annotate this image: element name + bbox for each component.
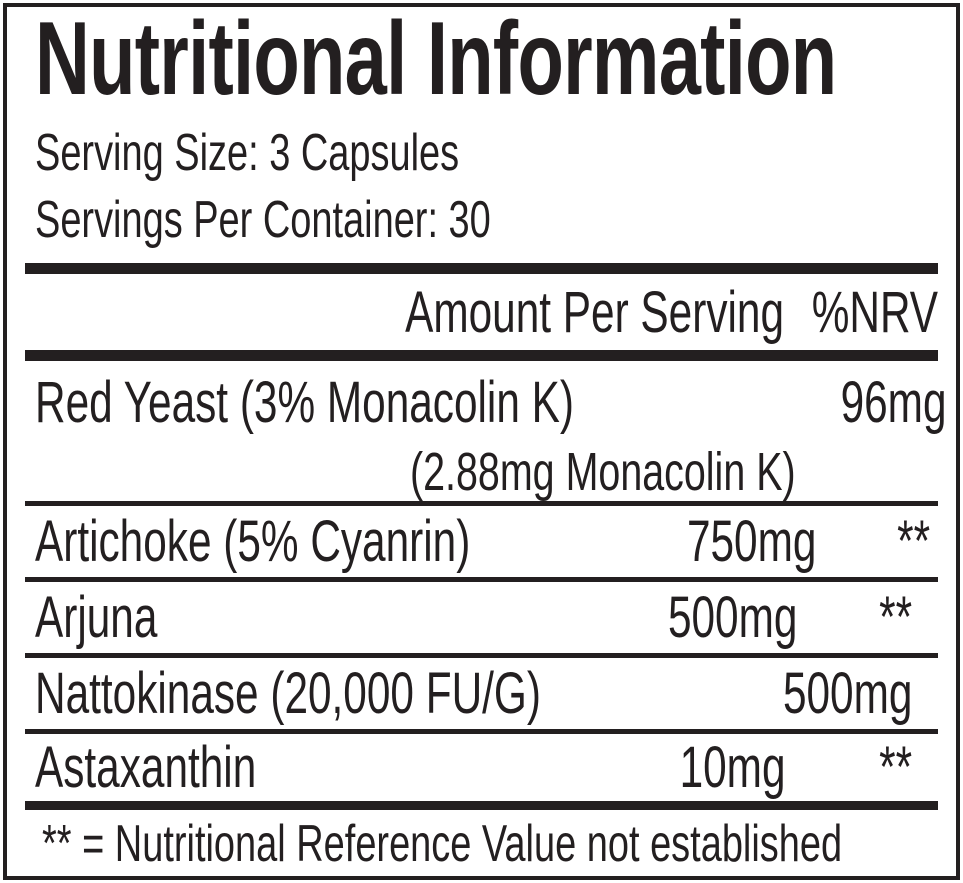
ingredient-row-red-yeast: Red Yeast (3% Monacolin K) 96mg **	[25, 361, 946, 443]
column-header-row: Amount Per Serving %NRV	[25, 274, 938, 350]
ingredient-amount: 500mg	[783, 661, 913, 726]
divider-bar-footer	[25, 801, 938, 810]
footnote-text: ** = Nutritional Reference Value not est…	[42, 815, 843, 873]
column-headers: Amount Per Serving %NRV	[405, 279, 938, 346]
ingredient-amount: 500mg	[668, 585, 798, 650]
ingredient-subnote: (2.88mg Monacolin K)	[410, 442, 796, 502]
table-row: Nattokinase (20,000 FU/G) 500mg **	[25, 658, 938, 734]
divider-bar-header-bottom	[25, 350, 938, 361]
table-row: Arjuna 500mg **	[25, 582, 938, 658]
table-row: Red Yeast (3% Monacolin K) 96mg ** (2.88…	[25, 361, 946, 506]
ingredient-amount: 10mg	[680, 735, 786, 800]
ingredient-nrv: **	[897, 509, 931, 574]
ingredient-name: Nattokinase (20,000 FU/G)	[35, 661, 541, 726]
label-header: Nutritional Information Serving Size: 3 …	[25, 7, 938, 246]
ingredient-row-nattokinase: Nattokinase (20,000 FU/G) 500mg **	[25, 658, 938, 729]
table-row: Astaxanthin 10mg **	[25, 734, 938, 801]
ingredient-name: Astaxanthin	[35, 735, 257, 800]
ingredient-amount: 96mg	[840, 369, 947, 435]
ingredient-name: Artichoke (5% Cyanrin)	[35, 509, 471, 574]
table-row: Artichoke (5% Cyanrin) 750mg **	[25, 506, 938, 582]
ingredient-nrv: **	[879, 735, 912, 800]
ingredient-row-arjuna: Arjuna 500mg **	[25, 582, 938, 653]
amount-per-serving-header: Amount Per Serving	[405, 279, 784, 345]
ingredient-name: Red Yeast (3% Monacolin K)	[35, 369, 574, 435]
ingredient-row-astaxanthin: Astaxanthin 10mg **	[25, 734, 938, 801]
ingredient-row-artichoke: Artichoke (5% Cyanrin) 750mg **	[25, 506, 938, 577]
page-title: Nutritional Information	[35, 7, 938, 111]
serving-size-line: Serving Size: 3 Capsules	[35, 124, 460, 182]
page-title-text: Nutritional Information	[35, 1, 837, 117]
footnote: ** = Nutritional Reference Value not est…	[25, 810, 938, 878]
ingredient-nrv: **	[879, 585, 912, 650]
ingredient-amount: 750mg	[686, 509, 817, 574]
nrv-header: %NRV	[811, 279, 938, 345]
servings-per-container-line: Servings Per Container: 30	[35, 191, 491, 249]
divider-bar-top	[25, 263, 938, 274]
ingredient-name: Arjuna	[35, 585, 158, 650]
nutrition-label: Nutritional Information Serving Size: 3 …	[3, 3, 960, 880]
